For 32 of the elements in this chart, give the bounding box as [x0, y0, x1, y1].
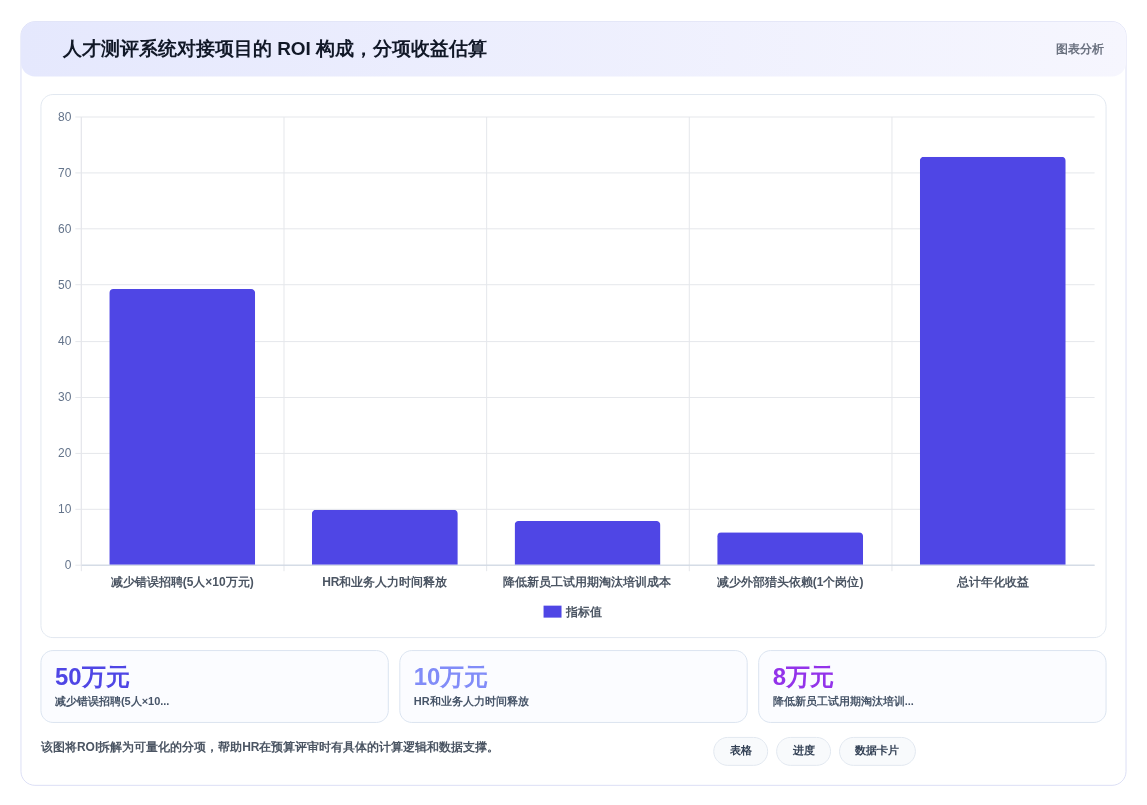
text: 进度 [791, 744, 815, 757]
text: 降低新员工试用期淘汰培训... [772, 695, 914, 708]
text: 数据卡片 [854, 744, 900, 757]
x-tick-label: 总计年化收益 [955, 575, 1029, 590]
x-tick-label: HR和业务人力时间释放 [322, 575, 449, 590]
y-tick-label: 20 [58, 446, 72, 461]
x-tick-label: 降低新员工试用期淘汰培训成本 [503, 575, 673, 590]
x-tick-label: 减少外部猎头依赖(1个岗位) [716, 575, 864, 590]
text: 表格 [728, 744, 753, 757]
bar [919, 156, 1066, 565]
text: 图表分析 [1056, 42, 1105, 57]
bar [311, 509, 458, 565]
bar [717, 532, 864, 565]
text: 8万元 [772, 662, 834, 690]
bar [514, 521, 661, 565]
y-tick-label: 40 [58, 334, 72, 349]
y-tick-label: 70 [58, 166, 72, 181]
legend-label: 指标值 [564, 604, 602, 619]
y-tick-label: 80 [58, 109, 72, 124]
bar [109, 289, 256, 565]
y-tick-label: 60 [58, 222, 72, 237]
y-tick-label: 10 [58, 502, 72, 517]
text: 减少错误招聘(5人×10... [54, 695, 170, 709]
x-tick-label: 减少错误招聘(5人×10万元) [110, 575, 254, 590]
y-tick-label: 0 [64, 558, 72, 573]
chart-title: 人才测评系统对接项目的 ROI 构成，分项收益估算 [61, 38, 488, 60]
text: HR和业务人力时间释放 [413, 695, 530, 709]
text: 10万元 [413, 662, 489, 690]
y-tick-label: 50 [58, 278, 72, 293]
y-tick-label: 30 [58, 390, 72, 405]
text: 该图将ROI拆解为可量化的分项，帮助HR在预算评审时有具体的计算逻辑和数据支撑。 [39, 740, 500, 755]
text: 50万元 [54, 662, 130, 690]
